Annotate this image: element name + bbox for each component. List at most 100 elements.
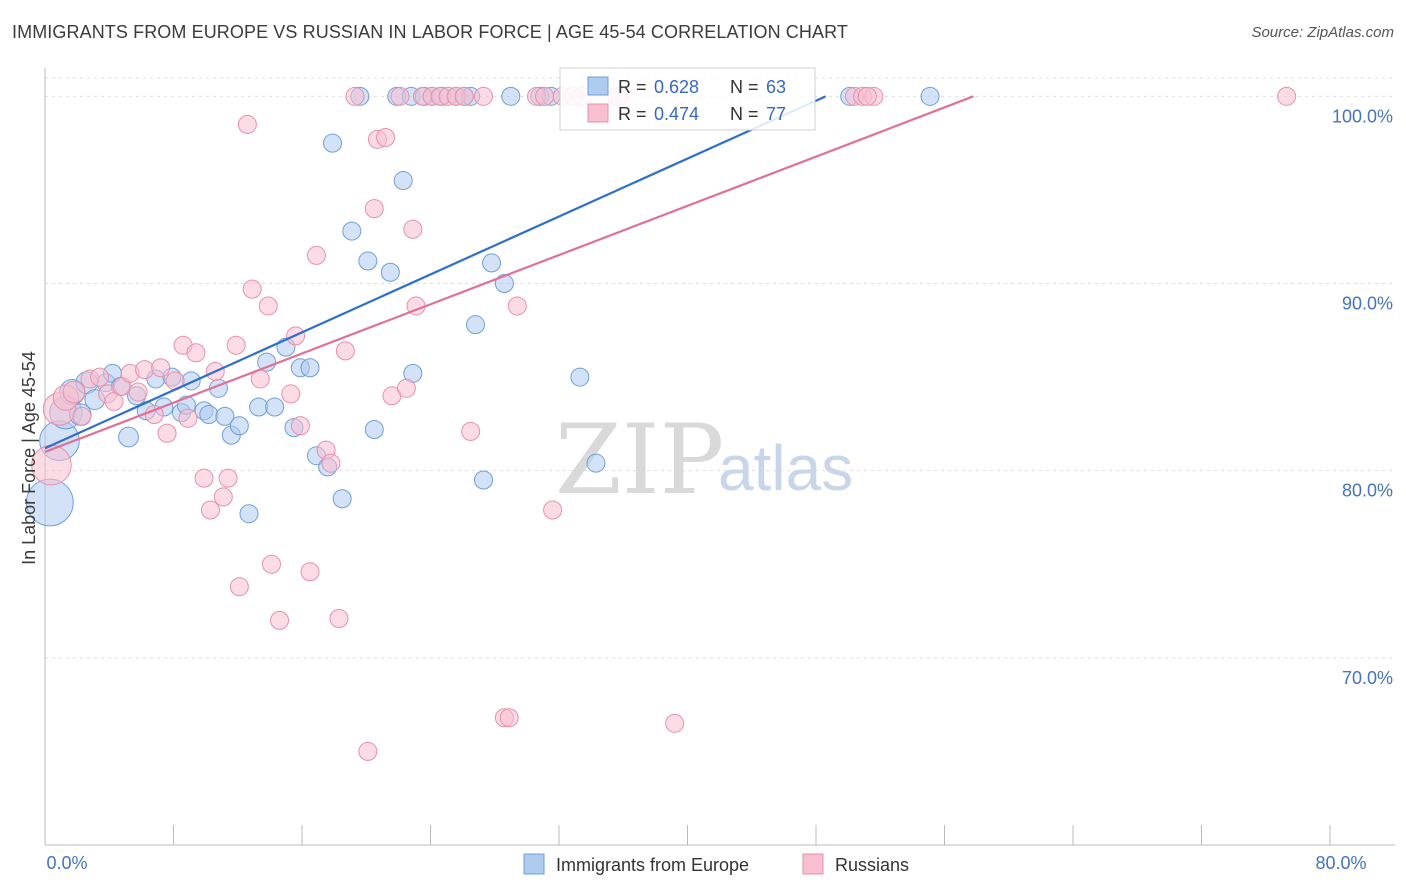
watermark-zip: ZIP [555,404,724,516]
point-russians [300,562,320,582]
point-russians [104,391,124,411]
point-russians [213,487,233,507]
point-russians [194,468,214,488]
point-russians [665,713,685,733]
grid-layer [45,77,1395,659]
point-russians [186,343,206,363]
point-europe [586,453,606,473]
point-russians [390,86,410,106]
bottom-legend-swatch-europe [523,853,545,875]
point-europe [199,405,219,425]
point-europe [342,221,362,241]
y-tick-label: 80.0% [1342,481,1393,501]
point-russians [128,382,148,402]
point-europe [570,367,590,387]
point-europe [358,251,378,271]
legend-n-label-europe: N = [730,77,759,97]
y-axis-label: In Labor Force | Age 45-54 [19,351,39,565]
legend-r-label-russians: R = [618,104,647,124]
legend-n-value-russians: 77 [766,104,786,124]
point-russians [507,296,527,316]
point-europe [323,133,343,153]
point-russians [178,408,198,428]
point-russians [270,610,290,630]
point-russians [151,358,171,378]
point-russians [261,554,281,574]
point-russians [345,86,365,106]
point-russians [474,86,494,106]
point-russians [396,378,416,398]
trendline-europe [44,95,827,450]
point-russians [499,708,519,728]
point-europe [181,371,201,391]
point-europe [332,489,352,509]
point-russians [62,380,86,404]
y-tick-label: 100.0% [1332,106,1393,126]
point-europe [265,397,285,417]
point-russians [461,421,481,441]
bottom-legend-label-europe: Immigrants from Europe [556,855,749,875]
trendline-russians [44,95,974,453]
point-russians [290,416,310,436]
point-europe [215,406,235,426]
series-legend: Immigrants from Europe Russians [523,853,909,875]
point-russians [403,219,423,239]
point-russians [258,296,278,316]
watermark: ZIP atlas [555,404,853,516]
legend-r-label-europe: R = [618,77,647,97]
point-russians [281,384,301,404]
point-russians [242,279,262,299]
point-russians [200,500,220,520]
legend-n-label-russians: N = [730,104,759,124]
point-russians [364,199,384,219]
point-europe [393,171,413,191]
trend-layer [44,95,974,453]
point-europe [920,86,940,106]
point-russians [90,367,110,387]
y-tick-label: 70.0% [1342,668,1393,688]
point-russians [376,128,396,148]
bottom-legend-label-russians: Russians [835,855,909,875]
point-russians [454,86,474,106]
legend-swatch-europe [587,76,609,96]
point-europe [229,416,249,436]
legend-swatch-russians [587,103,609,123]
watermark-atlas: atlas [718,432,853,504]
point-russians [135,360,155,380]
point-europe [380,262,400,282]
x-tick-label: 80.0% [1315,853,1366,873]
point-russians [157,423,177,443]
point-russians [535,86,555,106]
point-europe [364,419,384,439]
legend-r-value-europe: 0.628 [654,77,699,97]
legend-n-value-europe: 63 [766,77,786,97]
point-europe [482,253,502,273]
point-europe [465,315,485,335]
point-europe [474,470,494,490]
point-russians [306,245,326,265]
point-europe [300,358,320,378]
point-europe [494,273,514,293]
point-russians [237,114,257,134]
point-russians [226,335,246,355]
bottom-legend-swatch-russians [802,853,824,875]
point-europe [118,426,139,448]
chart-title: IMMIGRANTS FROM EUROPE VS RUSSIAN IN LAB… [12,22,848,42]
x-tick-label: 0.0% [46,853,87,873]
point-russians [857,86,877,106]
axis-layer: 70.0% 80.0% 90.0% 100.0% 0.0% 80.0% [44,68,1395,873]
point-russians [321,453,341,473]
point-russians [229,577,249,597]
source-label: Source: ZipAtlas.com [1251,24,1394,41]
point-europe [249,397,269,417]
point-europe [257,352,277,372]
point-europe [239,504,259,524]
point-russians [358,741,378,761]
point-russians [1277,86,1297,106]
point-russians [335,341,355,361]
point-europe [501,86,521,106]
point-russians [218,468,238,488]
point-russians [329,609,349,629]
point-russians [543,500,563,520]
